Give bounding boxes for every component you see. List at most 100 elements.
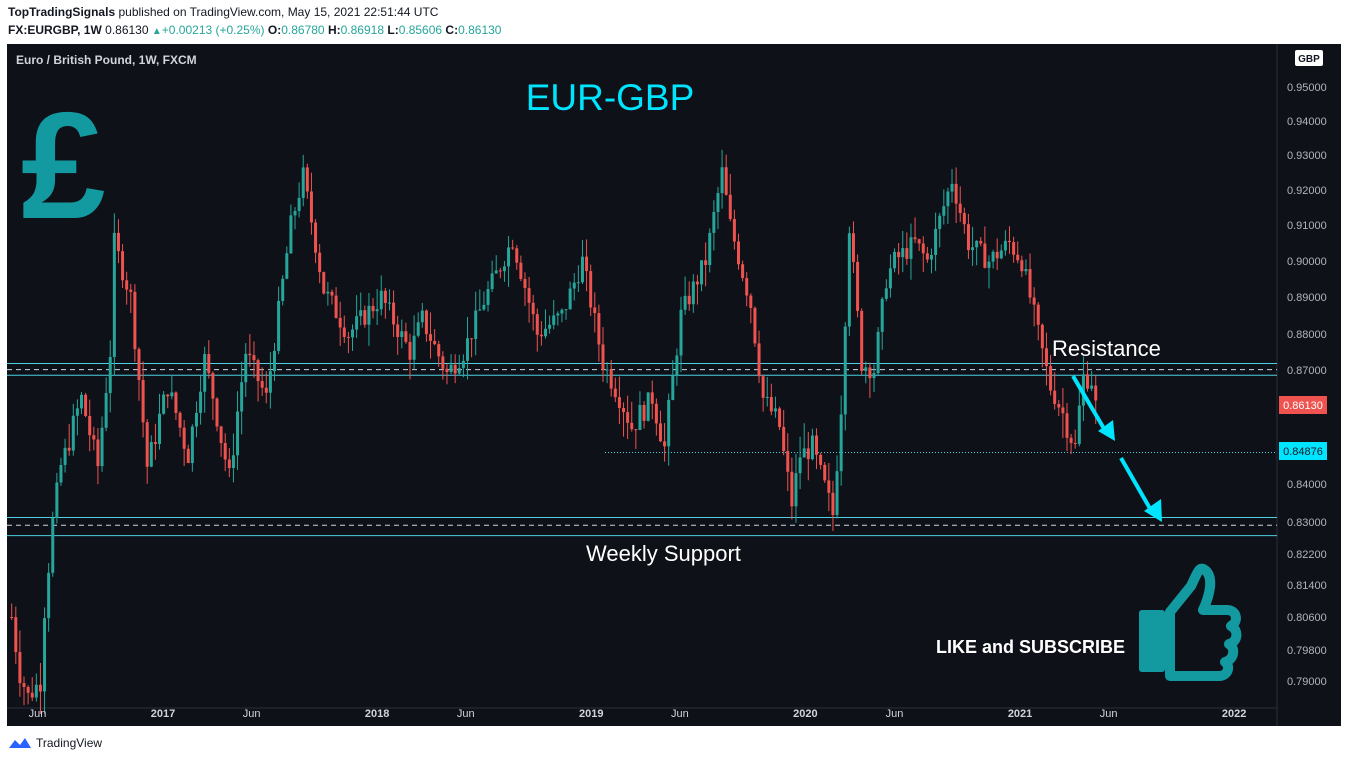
candle [667, 393, 671, 466]
last-price-tag: 0.86130 [1279, 396, 1327, 414]
candle [231, 433, 235, 483]
candle [363, 305, 367, 328]
resistance-label: Resistance [1052, 336, 1161, 361]
publisher-name[interactable]: TopTradingSignals [8, 5, 116, 19]
x-tick-label: Jun [886, 708, 904, 720]
candle [1028, 253, 1032, 304]
candle [424, 309, 428, 342]
candle [613, 377, 617, 403]
candle [494, 255, 498, 274]
candle [523, 272, 527, 306]
candle [330, 289, 334, 305]
candle [392, 290, 396, 337]
arrow-2-head [1144, 499, 1162, 522]
candle [732, 209, 736, 250]
candle [408, 333, 412, 380]
candle [457, 354, 461, 376]
y-tick-label: 0.88000 [1287, 329, 1327, 341]
low-value: 0.85606 [398, 23, 443, 37]
candle [272, 342, 276, 381]
marker-price-tag: 0.84876 [1279, 442, 1327, 460]
candle [186, 444, 190, 464]
candle [474, 291, 478, 356]
candle [1024, 259, 1028, 276]
candle [646, 392, 650, 422]
candle [593, 292, 597, 333]
candle [252, 341, 256, 378]
candle [359, 292, 363, 326]
candle [433, 329, 437, 346]
currency-badge[interactable] [1295, 50, 1323, 66]
candle [761, 374, 765, 412]
y-tick-label: 0.93000 [1287, 150, 1327, 162]
candle [983, 226, 987, 269]
y-tick-label: 0.89000 [1287, 292, 1327, 304]
candle [946, 187, 950, 224]
last-price: 0.86130 [105, 23, 149, 37]
x-tick-label: 2020 [793, 708, 817, 720]
candle [170, 374, 174, 400]
candle [527, 276, 531, 323]
candle [950, 169, 954, 203]
candle [683, 276, 687, 315]
candle [650, 380, 654, 420]
y-tick-label: 0.83000 [1287, 517, 1327, 529]
y-tick-label: 0.94000 [1287, 116, 1327, 128]
candle [966, 213, 970, 259]
candle [585, 239, 589, 292]
candle [568, 281, 572, 310]
candle [490, 260, 494, 293]
candle [256, 358, 260, 402]
candle [141, 361, 145, 438]
high-value: 0.86918 [340, 23, 385, 37]
candle [999, 244, 1003, 260]
chart-area[interactable]: 0.79000 0.79800 0.80600 0.81400 0.82200 0.830… [7, 44, 1341, 726]
candle [470, 338, 474, 358]
candle [1057, 399, 1061, 416]
candle [925, 246, 929, 263]
arrow-1-head [1098, 420, 1115, 441]
candle [741, 260, 745, 282]
candle [782, 410, 786, 456]
candle [30, 677, 34, 702]
candle [909, 223, 913, 280]
candle [125, 271, 129, 305]
candle [880, 297, 884, 350]
candle [687, 281, 691, 311]
y-tick-label: 0.84000 [1287, 479, 1327, 491]
candle [511, 239, 515, 251]
arrow-2 [1119, 457, 1154, 513]
candle [642, 401, 646, 429]
candle [383, 287, 387, 319]
candle [355, 295, 359, 338]
candle [449, 354, 453, 374]
candle [691, 274, 695, 313]
candle [305, 163, 309, 199]
candle [100, 416, 104, 472]
candle [905, 232, 909, 265]
candle [1020, 255, 1024, 278]
candle [346, 331, 350, 354]
candle [108, 340, 112, 413]
candle [987, 255, 991, 289]
candle [1073, 429, 1077, 449]
chart-svg[interactable]: 0.79000 0.79800 0.80600 0.81400 0.82200 0.830… [7, 44, 1341, 726]
close-value: 0.86130 [458, 23, 502, 37]
candle [478, 289, 482, 311]
cta-label: LIKE and SUBSCRIBE [936, 637, 1125, 657]
candle [1090, 371, 1094, 392]
candle [979, 237, 983, 247]
candle [264, 371, 268, 404]
candle [724, 154, 728, 196]
candle [1036, 302, 1040, 341]
candle [806, 431, 810, 481]
footer-brand[interactable]: TradingView [8, 736, 102, 750]
candle [519, 255, 523, 282]
candle [769, 383, 773, 416]
candle [342, 315, 346, 344]
candle [18, 630, 22, 697]
candle [548, 315, 552, 334]
candle [203, 346, 207, 413]
candle [658, 410, 662, 443]
candle [617, 376, 621, 425]
